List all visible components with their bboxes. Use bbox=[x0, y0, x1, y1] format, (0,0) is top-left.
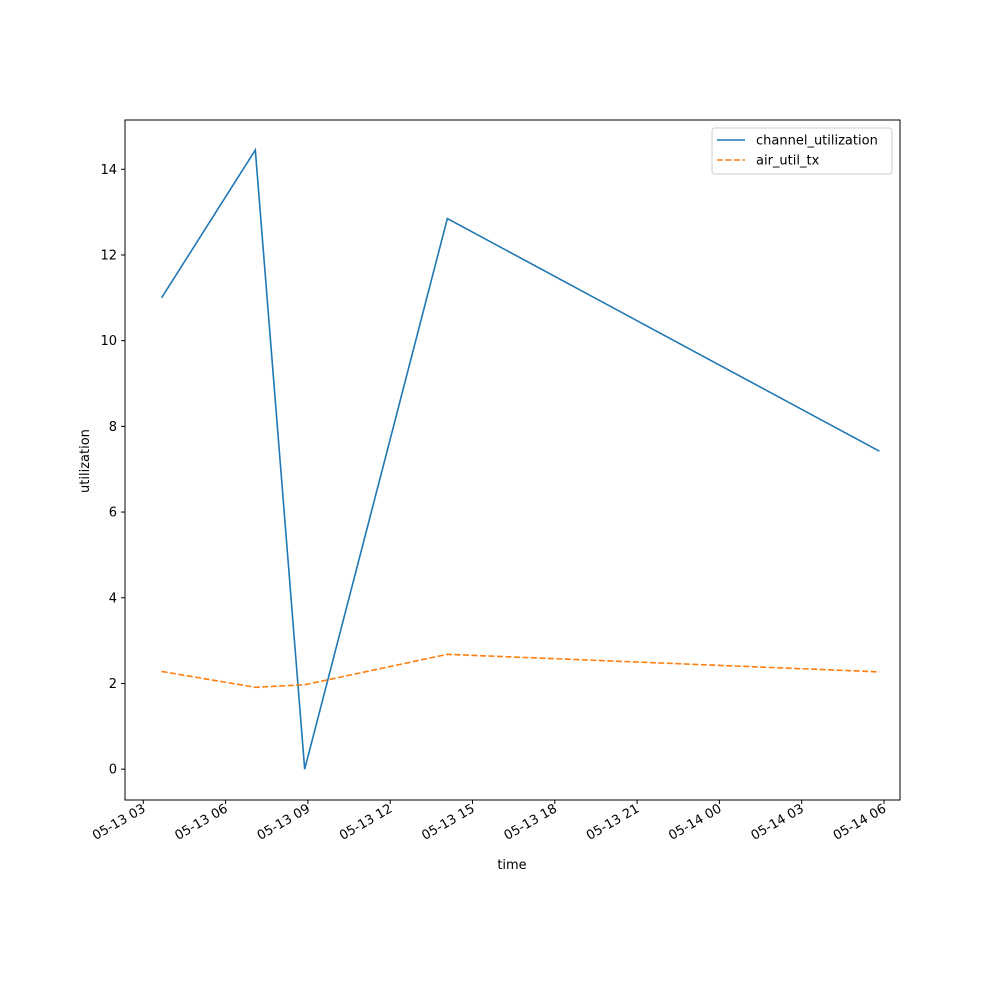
legend-label-air-util-tx: air_util_tx bbox=[756, 154, 820, 169]
x-axis-label: time bbox=[497, 858, 526, 873]
legend-box bbox=[711, 127, 893, 175]
y-tick-label: 12 bbox=[100, 248, 117, 263]
y-tick-label: 0 bbox=[109, 763, 117, 778]
legend-label-channel-utilization: channel_utilization bbox=[756, 134, 878, 149]
series-line-channel-utilization bbox=[160, 147, 880, 770]
y-tick-label: 14 bbox=[100, 163, 117, 178]
y-tick-label: 4 bbox=[109, 591, 117, 606]
y-axis: 0 2 4 6 8 10 12 14 bbox=[100, 163, 125, 778]
plot-area bbox=[124, 119, 901, 801]
y-tick-label: 6 bbox=[109, 506, 117, 521]
axes-frame bbox=[124, 119, 901, 801]
series-line-air-util-tx bbox=[161, 653, 880, 689]
y-axis-label: utilization bbox=[78, 429, 93, 493]
y-tick-label: 10 bbox=[100, 334, 117, 349]
y-tick-label: 8 bbox=[109, 420, 117, 435]
legend: channel_utilization air_util_tx bbox=[711, 127, 893, 175]
y-tick-label: 2 bbox=[109, 677, 117, 692]
